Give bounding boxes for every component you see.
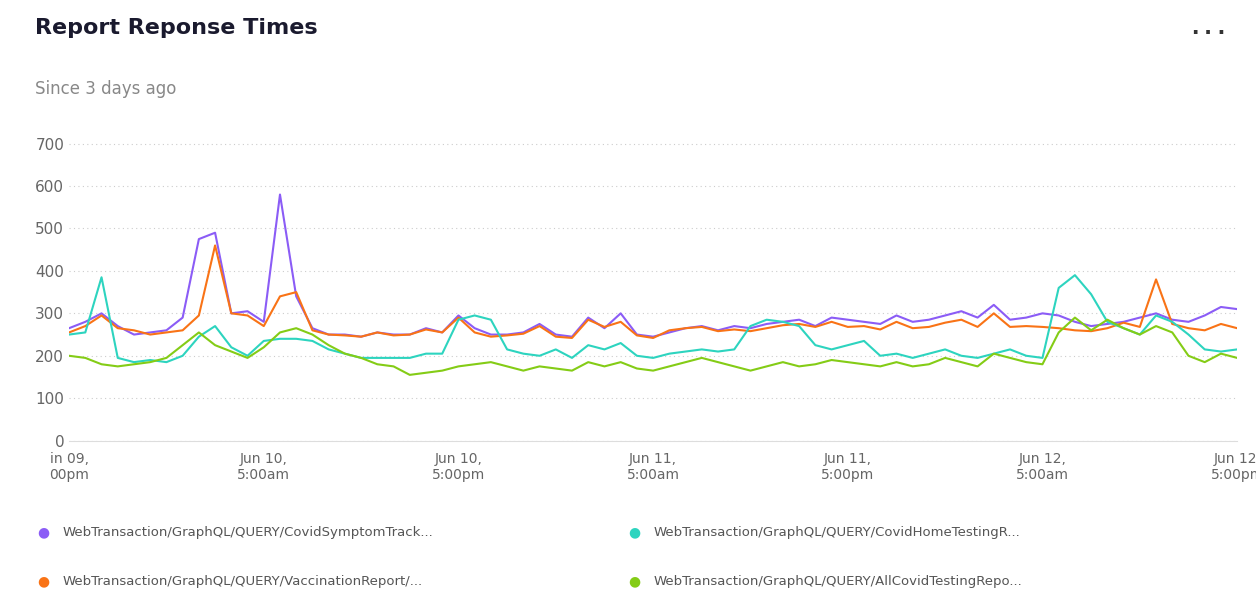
Text: ●: ● (628, 526, 641, 539)
Text: WebTransaction/GraphQL/QUERY/CovidHomeTestingR...: WebTransaction/GraphQL/QUERY/CovidHomeTe… (653, 526, 1020, 539)
Text: ●: ● (38, 526, 50, 539)
Text: Since 3 days ago: Since 3 days ago (35, 80, 177, 97)
Text: Report Reponse Times: Report Reponse Times (35, 18, 318, 39)
Text: WebTransaction/GraphQL/QUERY/VaccinationReport/...: WebTransaction/GraphQL/QUERY/Vaccination… (63, 575, 423, 588)
Text: WebTransaction/GraphQL/QUERY/CovidSymptomTrack...: WebTransaction/GraphQL/QUERY/CovidSympto… (63, 526, 433, 539)
Text: ●: ● (38, 575, 50, 588)
Text: WebTransaction/GraphQL/QUERY/AllCovidTestingRepo...: WebTransaction/GraphQL/QUERY/AllCovidTes… (653, 575, 1022, 588)
Text: ...: ... (1188, 18, 1228, 39)
Text: ●: ● (628, 575, 641, 588)
